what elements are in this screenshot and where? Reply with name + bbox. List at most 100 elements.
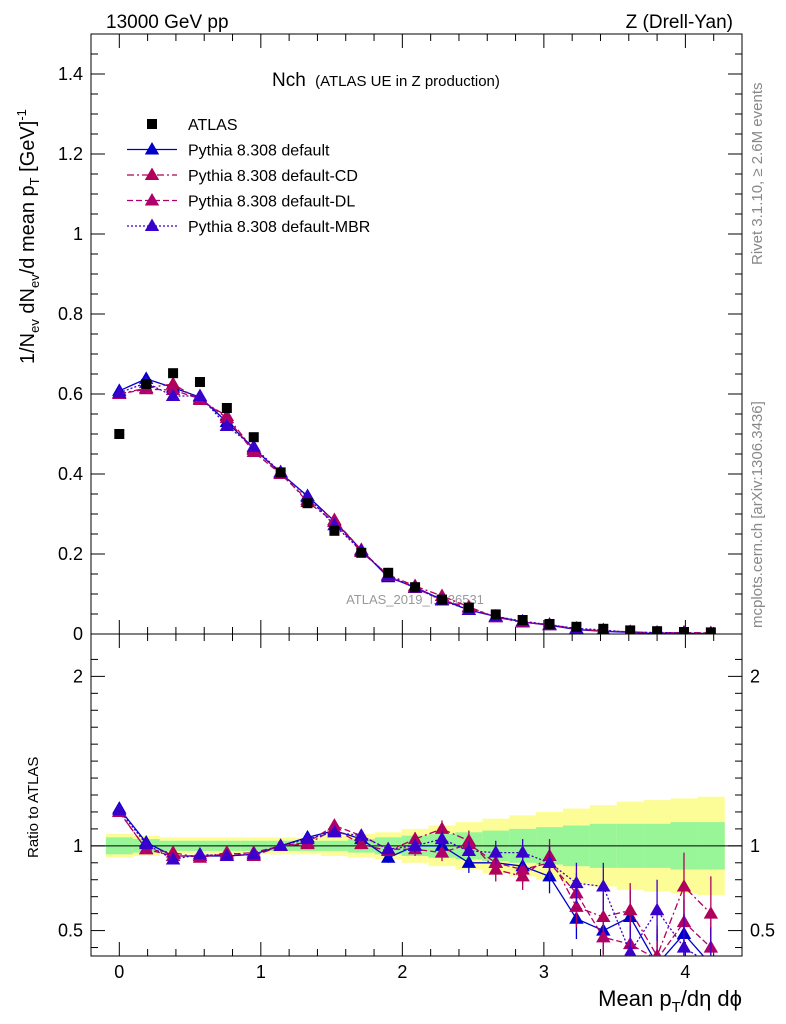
legend-label-3: Pythia 8.308 default-DL bbox=[188, 194, 355, 211]
ratio-marker-4 bbox=[300, 831, 315, 845]
y-tick-label: 0 bbox=[73, 624, 83, 644]
ratio-marker-2 bbox=[407, 831, 423, 845]
y-axis-label-main: 1/Nev dNev/d mean pT [GeV]-1 bbox=[14, 109, 42, 364]
atlas-data-point bbox=[678, 627, 689, 634]
ratio-y-tick-label: 1 bbox=[73, 836, 83, 856]
ratio-marker-4 bbox=[596, 879, 611, 892]
atlas-data-point bbox=[248, 432, 259, 443]
ratio-frame bbox=[90, 633, 743, 957]
x-tick-label: 0 bbox=[114, 962, 124, 982]
ratio-marker-4 bbox=[273, 838, 288, 851]
ratio-marker-1 bbox=[380, 850, 396, 863]
ratio-marker-3 bbox=[434, 845, 450, 858]
y-tick-label: 1 bbox=[73, 224, 83, 244]
atlas-data-point bbox=[490, 609, 501, 620]
ratio-marker-1 bbox=[650, 957, 664, 969]
chart-title-main: Nch bbox=[272, 70, 306, 91]
ratio-marker-4 bbox=[569, 875, 584, 889]
series-marker-4 bbox=[192, 388, 208, 402]
ratio-panel: 0 1 2 3 4 0.5 0.5 1 1 2 2 bbox=[58, 633, 775, 982]
ratio-marker-4 bbox=[354, 828, 369, 841]
series-marker-4 bbox=[246, 439, 261, 452]
ratio-marker-2 bbox=[354, 836, 369, 850]
y-tick-label: 0.6 bbox=[58, 384, 83, 404]
ratio-marker-3 bbox=[327, 818, 342, 831]
atlas-data-point bbox=[598, 623, 609, 634]
series-line-2 bbox=[119, 383, 711, 634]
ratio-y-tick-label-right: 2 bbox=[750, 666, 760, 686]
ratio-marker-4 bbox=[192, 846, 208, 860]
ratio-marker-4 bbox=[676, 940, 692, 953]
legend: ATLAS Pythia 8.308 default Pythia 8.308 de… bbox=[127, 117, 370, 236]
atlas-data-point bbox=[275, 467, 286, 478]
atlas-data-point bbox=[168, 368, 179, 379]
legend-label-0: ATLAS bbox=[188, 117, 238, 134]
y-tick-label: 1.2 bbox=[58, 144, 83, 164]
atlas-data-point bbox=[463, 602, 474, 613]
atlas-data-point bbox=[652, 626, 663, 634]
ratio-y-tick-label: 2 bbox=[73, 666, 83, 686]
atlas-data-point bbox=[141, 379, 152, 389]
ratio-marker-4 bbox=[165, 851, 181, 865]
ratio-marker-4 bbox=[138, 836, 154, 850]
legend-marker-3 bbox=[144, 193, 160, 206]
ratio-marker-1 bbox=[704, 957, 718, 969]
ratio-marker-4 bbox=[434, 831, 450, 845]
ratio-marker-3 bbox=[515, 862, 530, 875]
y-tick-label: 1.4 bbox=[58, 64, 83, 84]
legend-label-4: Pythia 8.308 default-MBR bbox=[188, 219, 370, 236]
atlas-data-point bbox=[302, 498, 313, 509]
series-marker-4 bbox=[112, 385, 127, 398]
legend-marker-atlas bbox=[147, 119, 157, 129]
ratio-marker-4 bbox=[246, 846, 261, 860]
ratio-marker-4 bbox=[704, 957, 718, 969]
ratio-marker-2 bbox=[434, 821, 450, 834]
legend-marker-4 bbox=[144, 218, 160, 232]
ratio-y-tick-label: 0.5 bbox=[58, 921, 83, 941]
header-right: Z (Drell-Yan) bbox=[626, 12, 733, 33]
ratio-marker-1 bbox=[461, 855, 477, 868]
atlas-data-point bbox=[436, 594, 447, 605]
chart-title-sub: (ATLAS UE in Z production) bbox=[315, 73, 500, 90]
ratio-marker-4 bbox=[649, 902, 665, 916]
header-left: 13000 GeV pp bbox=[106, 12, 229, 33]
atlas-data-point bbox=[571, 621, 582, 632]
legend-marker-2 bbox=[144, 167, 160, 181]
x-tick-label: 1 bbox=[256, 962, 266, 982]
y-tick-label: 0.4 bbox=[58, 464, 83, 484]
atlas-data-point bbox=[625, 625, 636, 634]
atlas-data-point bbox=[705, 627, 716, 634]
atlas-data-point bbox=[221, 403, 232, 413]
ratio-marker-4 bbox=[515, 845, 530, 858]
ratio-marker-2 bbox=[676, 879, 692, 892]
series-marker-4 bbox=[165, 388, 181, 402]
atlas-data-point bbox=[329, 525, 340, 536]
series-line-4 bbox=[119, 382, 711, 634]
main-series bbox=[112, 368, 716, 634]
y-axis-label-ratio: Ratio to ATLAS bbox=[25, 757, 42, 858]
atlas-data-point bbox=[114, 429, 125, 439]
atlas-data-point bbox=[544, 619, 555, 629]
ratio-series bbox=[112, 801, 719, 969]
chart-title: Nch (ATLAS UE in Z production) bbox=[272, 70, 500, 91]
ratio-marker-4 bbox=[623, 945, 637, 956]
legend-marker-1 bbox=[144, 142, 160, 155]
legend-label-1: Pythia 8.308 default bbox=[188, 143, 330, 160]
ratio-marker-4 bbox=[461, 843, 477, 856]
ratio-marker-4 bbox=[380, 841, 396, 855]
x-tick-label: 2 bbox=[397, 962, 407, 982]
ratio-marker-4 bbox=[407, 838, 423, 851]
ratio-y-tick-label-right: 1 bbox=[750, 836, 760, 856]
x-tick-label: 3 bbox=[539, 962, 549, 982]
legend-label-2: Pythia 8.308 default-CD bbox=[188, 168, 358, 185]
atlas-data-point bbox=[356, 547, 367, 558]
ratio-marker-3 bbox=[596, 929, 611, 943]
ratio-marker-3 bbox=[654, 951, 660, 956]
main-panel: 0 0.2 0.4 0.6 0.8 1 1.2 1.4 bbox=[58, 33, 743, 644]
ratio-marker-4 bbox=[488, 845, 503, 858]
series-marker-4 bbox=[219, 418, 235, 432]
ratio-marker-2 bbox=[622, 902, 638, 916]
ratio-marker-4 bbox=[112, 802, 127, 816]
mcplots-label: mcplots.cern.ch [arXiv:1306.3436] bbox=[749, 401, 766, 628]
